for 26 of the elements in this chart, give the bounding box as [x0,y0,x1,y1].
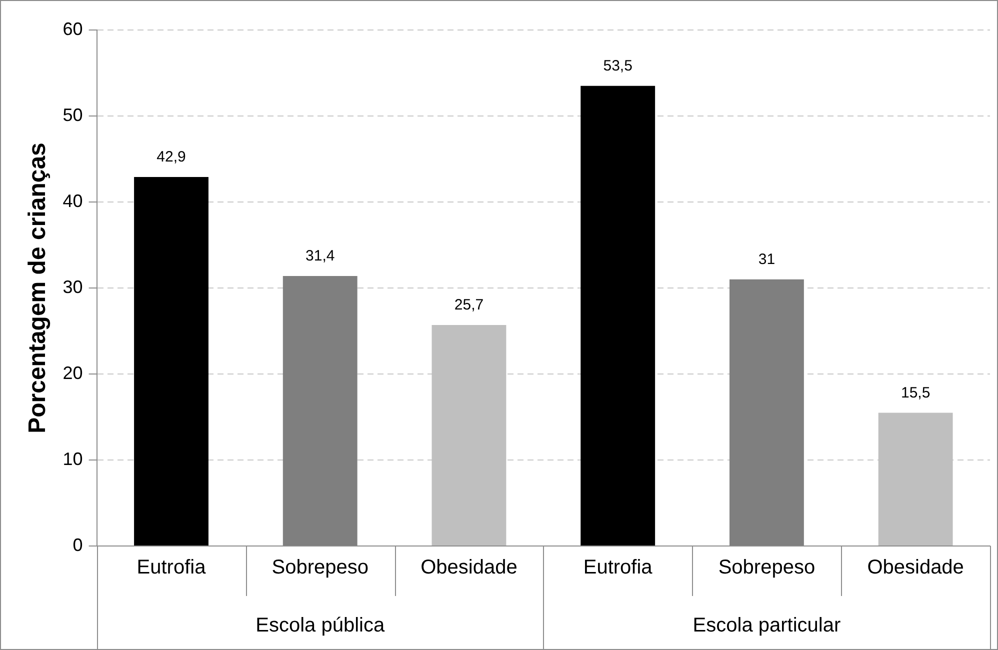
y-tick-label: 40 [62,190,83,211]
text: Escola pública [256,614,386,637]
x-tick-label: Obesidade [420,556,518,579]
data-label: 42,9 [156,148,186,166]
data-label: 53,5 [603,58,632,75]
x-tick-label: Obesidade [867,556,964,579]
text: Escola particular [692,614,841,637]
y-tick-label: 30 [62,276,83,297]
x-tick-label: Sobrepeso [718,556,816,579]
data-label: 25,7 [454,296,484,314]
y-tick-label: 10 [62,448,83,469]
data-label: 15,5 [900,384,930,402]
y-tick-label: 60 [62,18,83,39]
bar [729,279,804,546]
bar [134,177,208,546]
x-tick-label: Sobrepeso [272,556,368,579]
bar [282,276,358,546]
x-tick-label: Eutrofia [136,556,207,579]
data-label: 31 [758,251,776,268]
y-axis-title: Porcentagem de crianças [24,142,52,434]
x-tick-label: Eutrofia [583,556,654,579]
y-tick-label: 50 [62,104,83,125]
bar [580,86,656,546]
y-tick-label: 0 [72,534,83,555]
data-label: 31,4 [306,248,335,265]
y-tick-label: 20 [62,362,83,383]
